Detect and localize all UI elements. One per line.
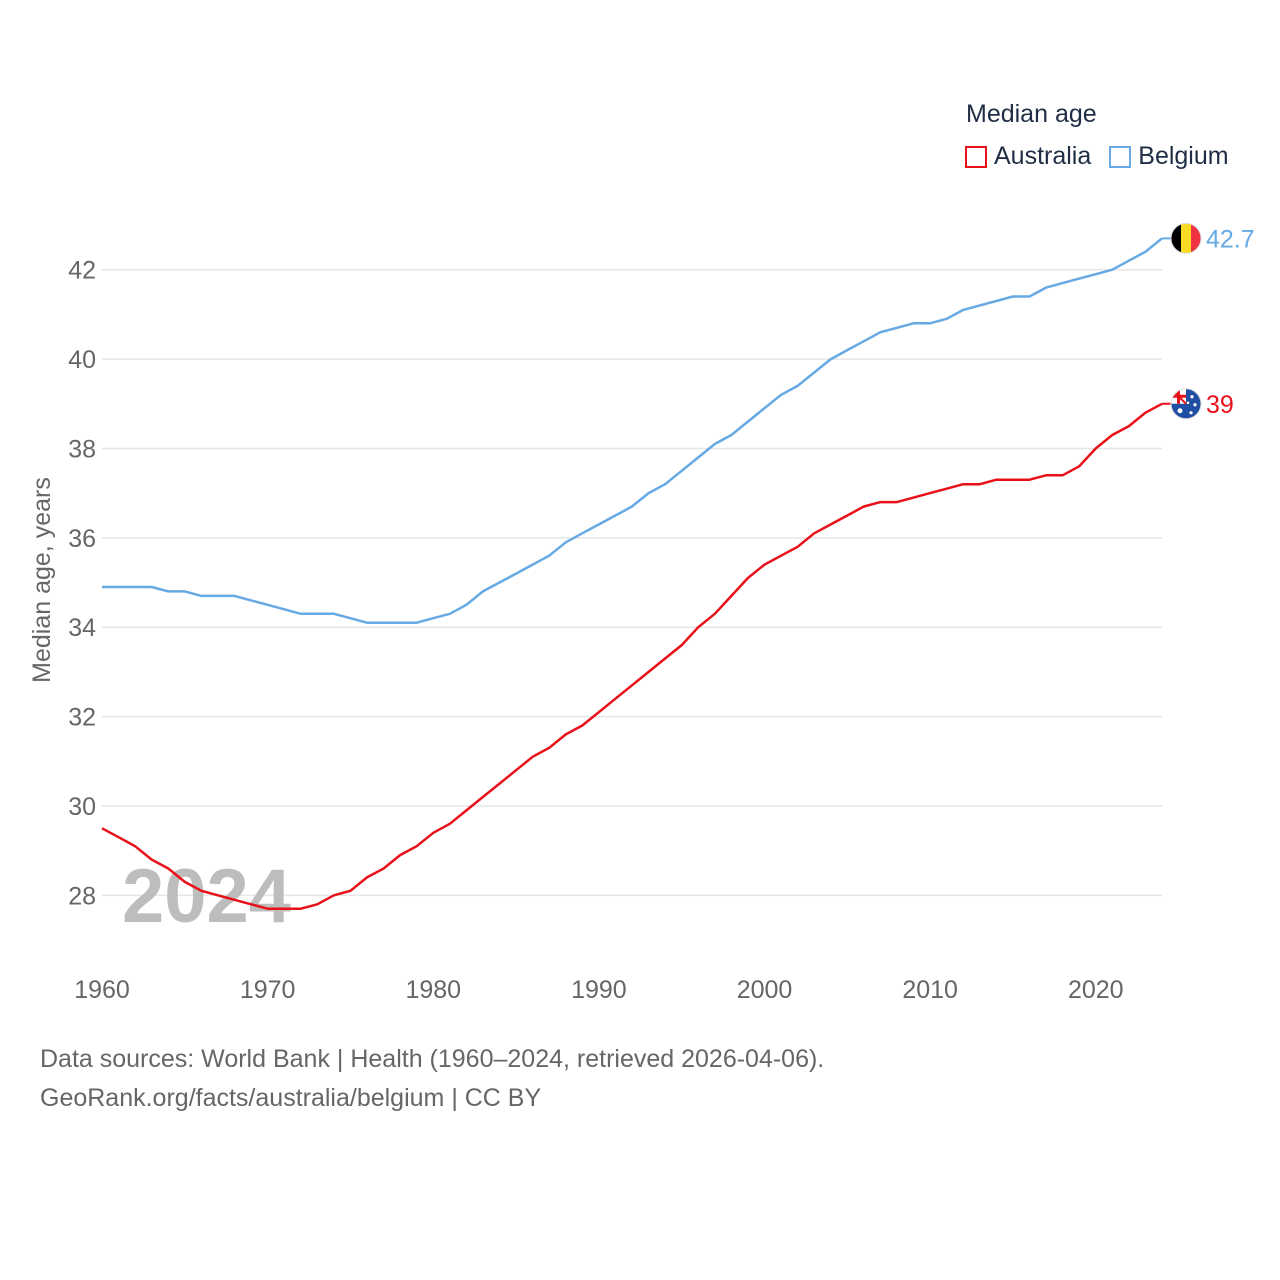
y-tick-label: 30 <box>68 793 96 821</box>
end-value-label-australia: 39 <box>1206 391 1234 419</box>
y-tick-label: 36 <box>68 525 96 553</box>
year-watermark: 2024 <box>122 854 291 939</box>
y-tick-label: 28 <box>68 882 96 910</box>
y-tick-label: 34 <box>68 614 96 642</box>
series-line-australia[interactable] <box>101 402 1163 910</box>
legend-item-australia[interactable]: Australia <box>965 142 1091 171</box>
y-tick-label: 38 <box>68 435 96 463</box>
x-tick-label: 2020 <box>1068 976 1124 1004</box>
y-tick-label: 32 <box>68 704 96 732</box>
y-tick-label: 42 <box>68 257 96 285</box>
x-tick-label: 2000 <box>737 976 793 1004</box>
legend-swatch-australia <box>965 145 987 168</box>
legend-swatch-belgium <box>1109 145 1132 168</box>
x-tick-label: 1990 <box>571 976 627 1004</box>
x-tick-label: 2010 <box>902 976 958 1004</box>
legend-label-australia: Australia <box>994 142 1092 170</box>
y-axis-label: Median age, years <box>28 477 56 683</box>
flag-icon-australia <box>1170 388 1202 420</box>
x-tick-label: 1980 <box>405 976 461 1004</box>
y-tick-label: 40 <box>68 346 96 374</box>
x-tick-label: 1960 <box>74 976 130 1004</box>
legend-item-belgium[interactable]: Belgium <box>1109 142 1229 171</box>
end-value-label-belgium: 42.7 <box>1206 225 1255 253</box>
end-markers: 39 42.7 <box>1162 222 1255 420</box>
y-axis-ticks: 28 30 32 34 36 38 40 42 <box>68 257 96 911</box>
x-axis-ticks: 1960 1970 1980 1990 2000 2010 2020 <box>74 976 1123 1004</box>
legend-title: Median age <box>966 100 1097 128</box>
footer-link[interactable]: GeoRank.org/facts/australia/belgium | CC… <box>40 1084 542 1112</box>
gridlines <box>102 268 1162 897</box>
series-lines <box>101 237 1163 910</box>
series-line-belgium[interactable] <box>102 237 1163 624</box>
x-tick-label: 1970 <box>240 976 296 1004</box>
legend-label-belgium: Belgium <box>1138 142 1229 170</box>
footer-sources: Data sources: World Bank | Health (1960–… <box>40 1045 825 1073</box>
legend: Australia Belgium <box>965 142 1247 171</box>
flag-icon-belgium <box>1170 222 1202 254</box>
